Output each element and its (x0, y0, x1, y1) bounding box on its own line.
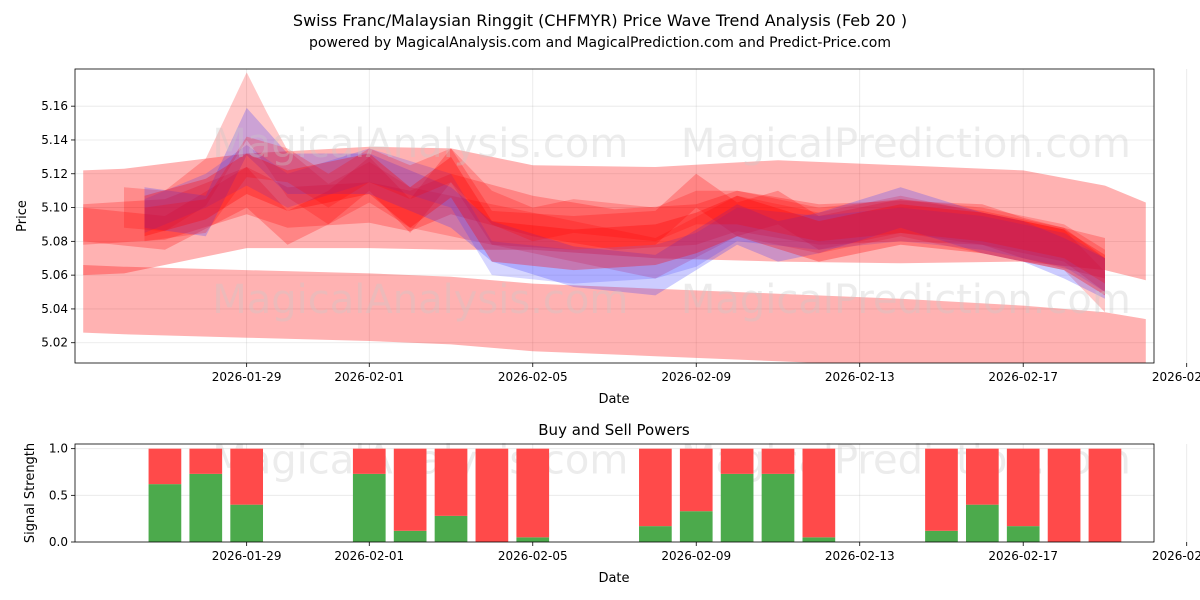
bottom-y-tick-label: 1.0 (49, 442, 68, 456)
top-x-tick-label: 2026-01-29 (212, 370, 282, 384)
price-bands (83, 72, 1146, 363)
top-x-axis-label: Date (598, 392, 629, 407)
sell-bar (925, 448, 958, 531)
band-wave-2 (83, 148, 1105, 292)
top-x-tick-label: 2026-02-17 (988, 370, 1058, 384)
signal-panel: 2026-01-29 2026-02-01 2026-02-05 2026-02-09… (49, 437, 1200, 563)
chart-subtitle: powered by MagicalAnalysis.com and Magic… (309, 35, 891, 51)
bottom-y-tick-label: 0.5 (49, 488, 68, 502)
top-y-tick-label: 5.06 (41, 268, 68, 282)
bottom-x-tick-label: 2026-02-13 (825, 549, 895, 563)
top-plot-area (75, 69, 1154, 363)
top-x-tick-label: 2026-02-01 (334, 370, 404, 384)
bottom-x-tick-label: 2026-02-17 (988, 549, 1058, 563)
buy-bar (639, 526, 672, 542)
top-y-tick-label: 5.16 (41, 99, 68, 113)
top-watermark: MagicalAnalysis.com (212, 121, 628, 167)
top-y-tick-label: 5.10 (41, 201, 68, 215)
sell-bar (965, 448, 999, 505)
sell-bar (679, 448, 713, 512)
bottom-x-tick-label: 2026-02-21 (1152, 549, 1200, 563)
bottom-frame (74, 443, 1155, 543)
sell-bar (1088, 448, 1122, 542)
buy-bar (925, 530, 958, 542)
top-frame (74, 68, 1155, 364)
top-x-tick-label: 2026-02-21 (1152, 370, 1200, 384)
band-trend-red-1 (144, 153, 1105, 296)
buy-bar (352, 473, 386, 542)
bottom-y-axis-label: Signal Strength (23, 443, 38, 543)
sell-bar (1006, 448, 1040, 527)
buy-bar (679, 511, 713, 542)
buy-bar (434, 515, 468, 542)
band-wave-3 (124, 72, 1105, 313)
sell-bar (761, 448, 795, 474)
buy-bar (761, 473, 795, 542)
band-upper-band (83, 146, 1146, 281)
top-watermark: MagicalAnalysis.com (212, 277, 628, 323)
buy-bar (802, 537, 836, 542)
top-watermark: MagicalPrediction.com (681, 121, 1131, 167)
buy-bar (720, 473, 754, 542)
sell-bar (720, 448, 754, 474)
top-x-tick-label: 2026-02-05 (498, 370, 568, 384)
top-y-axis-label: Price (15, 200, 30, 232)
top-y-tick-label: 5.14 (41, 133, 68, 147)
buy-bar (230, 504, 264, 542)
top-y-tick-label: 5.02 (41, 336, 68, 350)
top-x-tick-label: 2026-02-09 (661, 370, 731, 384)
bottom-y-tick-label: 0.0 (49, 535, 68, 549)
top-y-tick-label: 5.08 (41, 234, 68, 248)
band-wave-1 (83, 167, 1105, 279)
buy-bar (189, 473, 223, 542)
top-y-tick-label: 5.12 (41, 167, 68, 181)
sell-bar (639, 448, 672, 527)
price-panel: 2026-01-29 2026-02-01 2026-02-05 2026-02-09… (41, 68, 1200, 384)
sell-bar (434, 448, 468, 516)
bottom-x-axis-label: Date (598, 571, 629, 586)
sell-bar (516, 448, 550, 538)
bottom-x-tick-label: 2026-02-09 (661, 549, 731, 563)
band-lower-band (83, 265, 1146, 363)
buy-bar (393, 530, 427, 542)
buy-bar (148, 484, 182, 542)
bottom-chart-title: Buy and Sell Powers (538, 421, 690, 439)
sell-bar (352, 448, 386, 474)
top-x-tick-label: 2026-02-13 (825, 370, 895, 384)
buy-bar (1006, 526, 1040, 542)
sell-bar (393, 448, 427, 531)
band-trend-red-2 (144, 136, 1105, 284)
band-trend-blue-1 (144, 107, 1105, 299)
chart-title: Swiss Franc/Malaysian Ringgit (CHFMYR) P… (293, 11, 907, 30)
buy-bar (516, 537, 550, 542)
top-y-tick-label: 5.04 (41, 302, 68, 316)
sell-bar (189, 448, 223, 474)
bottom-x-tick-label: 2026-02-01 (334, 549, 404, 563)
bottom-x-tick-label: 2026-02-05 (498, 549, 568, 563)
bottom-x-tick-label: 2026-01-29 (212, 549, 282, 563)
sell-bar (802, 448, 836, 538)
top-watermark: MagicalPrediction.com (681, 277, 1131, 323)
sell-bar (230, 448, 264, 505)
sell-bar (475, 448, 509, 542)
band-trend-blue-2 (144, 145, 1105, 292)
sell-bar (1047, 448, 1081, 542)
buy-bar (965, 504, 999, 542)
sell-bar (148, 448, 182, 485)
